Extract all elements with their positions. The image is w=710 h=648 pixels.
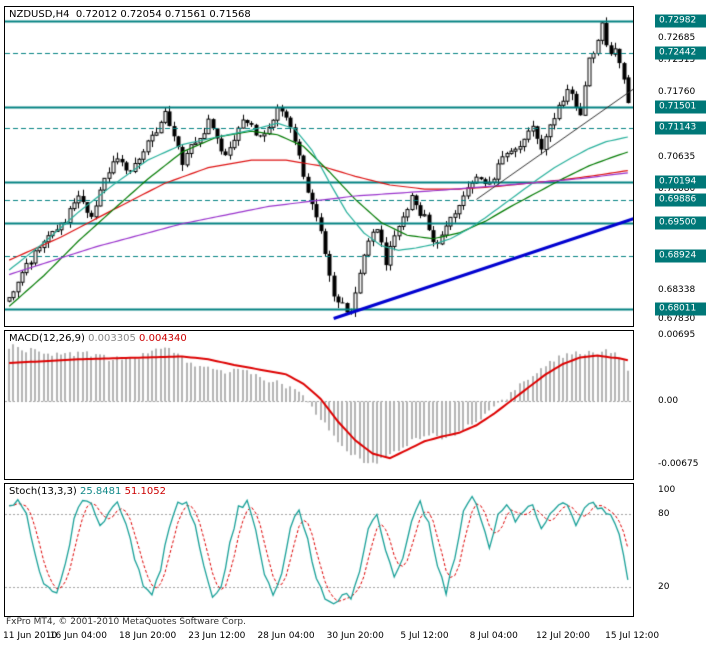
price-level-badge: 0.68011 [655, 302, 706, 316]
time-label: 16 Jun 04:00 [49, 631, 107, 641]
macd-signal-value: 0.004340 [139, 333, 187, 344]
price-panel: NZDUSD,H4 0.72012 0.72054 0.71561 0.7156… [4, 6, 634, 327]
copyright-text: FxPro MT4, © 2001-2010 MetaQuotes Softwa… [6, 617, 246, 627]
price-label: 0.71760 [658, 86, 696, 97]
macd-title: MACD(12,26,9) 0.003305 0.004340 [9, 333, 187, 344]
price-label: 0.72315 [658, 54, 696, 65]
stochastic-title: Stoch(13,3,3) 25.8481 51.1052 [9, 486, 166, 497]
time-label: 18 Jun 20:00 [119, 631, 177, 641]
macd-panel: MACD(12,26,9) 0.003305 0.004340 [4, 330, 634, 480]
time-label: 8 Jul 04:00 [469, 631, 518, 641]
stoch-scale-label: 20 [658, 581, 670, 592]
macd-scale-label: 0.00 [658, 395, 679, 406]
price-label: 0.70635 [658, 151, 696, 162]
time-label: 23 Jun 12:00 [188, 631, 246, 641]
stoch-main-value: 25.8481 [80, 486, 122, 497]
time-label: 28 Jun 04:00 [257, 631, 315, 641]
price-level-badge: 0.71143 [655, 121, 706, 135]
macd-main-value: 0.003305 [88, 333, 136, 344]
price-label: 0.68338 [658, 284, 696, 295]
time-label: 30 Jun 20:00 [326, 631, 384, 641]
stochastic-canvas[interactable] [5, 484, 633, 616]
symbol-period-label: NZDUSD,H4 [9, 9, 70, 20]
price-level-badge: 0.68924 [655, 249, 706, 263]
ohlc-values: 0.72012 0.72054 0.71561 0.71568 [75, 9, 251, 20]
price-level-badge: 0.70194 [655, 175, 706, 189]
macd-scale-label: -0.00675 [658, 459, 699, 470]
stochastic-panel: Stoch(13,3,3) 25.8481 51.1052 [4, 483, 634, 617]
price-level-badge: 0.69500 [655, 216, 706, 230]
price-level-badge: 0.72442 [655, 46, 706, 60]
time-label: 11 Jun 2010 [3, 631, 58, 641]
chart-title: NZDUSD,H4 0.72012 0.72054 0.71561 0.7156… [9, 9, 251, 20]
time-label: 12 Jul 20:00 [535, 631, 590, 641]
price-level-badge: 0.71501 [655, 100, 706, 114]
price-label: 0.67830 [658, 314, 696, 325]
price-label: 0.70080 [658, 184, 696, 195]
time-label: 5 Jul 12:00 [400, 631, 449, 641]
stoch-indicator-label: Stoch(13,3,3) [9, 486, 77, 497]
price-chart-canvas[interactable] [5, 7, 633, 326]
price-label: 0.72685 [658, 33, 696, 44]
time-label: 15 Jul 12:00 [605, 631, 660, 641]
price-level-badge: 0.69886 [655, 193, 706, 207]
stoch-scale-label: 80 [658, 509, 670, 520]
price-level-badge: 0.72982 [655, 14, 706, 28]
macd-canvas[interactable] [5, 331, 633, 479]
macd-scale-label: 0.00695 [658, 330, 696, 341]
stoch-signal-value: 51.1052 [124, 486, 166, 497]
stoch-scale-label: 100 [658, 485, 676, 496]
macd-indicator-label: MACD(12,26,9) [9, 333, 85, 344]
